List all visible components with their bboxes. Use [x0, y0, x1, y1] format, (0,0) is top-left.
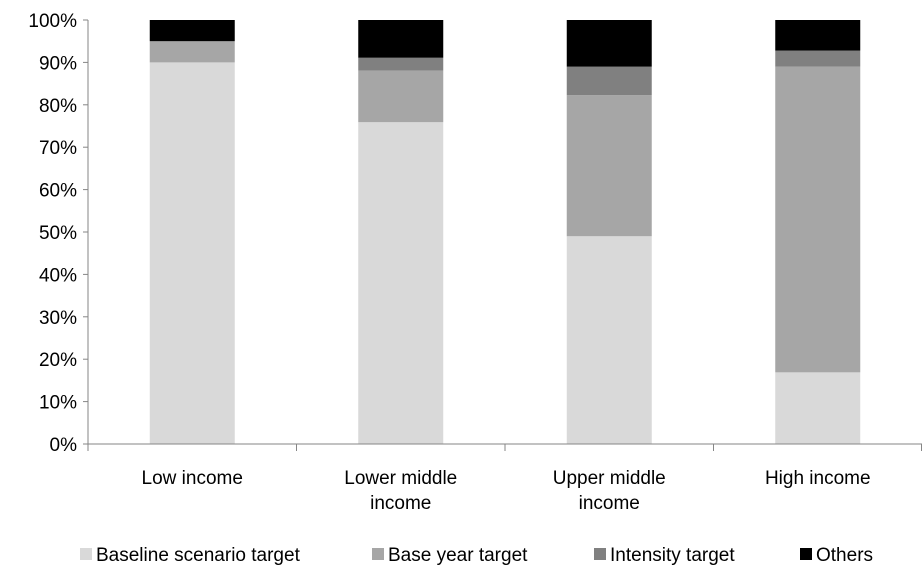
legend-item-baseline-scenario-target: Baseline scenario target [80, 545, 301, 566]
legend-item-others: Others [800, 545, 873, 566]
x-axis [87, 443, 922, 451]
y-tick-label: 40% [39, 265, 77, 286]
y-tick-label: 10% [39, 393, 77, 414]
x-category-label-line: Upper middle [553, 468, 666, 489]
legend-item-intensity-target: Intensity target [594, 545, 735, 566]
legend-swatch [372, 548, 384, 560]
x-category-label: Upper middle income [553, 468, 666, 514]
x-category-label: Lower middle income [344, 468, 457, 514]
x-category-label: High income [765, 468, 871, 489]
y-tick-label: 60% [39, 181, 77, 202]
bar-segment-intensity-target-lower-middle-income [358, 57, 444, 71]
bar-segment-base-year-target-lower-middle-income [358, 70, 444, 123]
bar-segment-base-year-target-upper-middle-income [566, 95, 652, 237]
legend-swatch [800, 548, 812, 560]
legend-item-base-year-target: Base year target [372, 545, 528, 566]
y-tick-label: 50% [39, 223, 77, 244]
legend-swatch [80, 548, 92, 560]
bar-segment-baseline-scenario-target-upper-middle-income [566, 236, 652, 444]
y-tick-label: 0% [50, 435, 78, 456]
bar-segment-others-upper-middle-income [566, 20, 652, 67]
legend-label: Base year target [388, 545, 528, 566]
bar-segment-baseline-scenario-target-lower-middle-income [358, 122, 444, 445]
y-tick-label: 80% [39, 96, 77, 117]
y-tick-label: 70% [39, 138, 77, 159]
x-category-label: Low income [142, 468, 243, 489]
x-category-label-line: income [370, 493, 431, 514]
legend-label: Baseline scenario target [96, 545, 301, 566]
bar-segment-baseline-scenario-target-high-income [775, 372, 861, 444]
bar-segment-intensity-target-upper-middle-income [566, 66, 652, 96]
x-category-label-line: Lower middle [344, 468, 457, 489]
x-category-label-line: income [579, 493, 640, 514]
legend-label: Others [816, 545, 873, 566]
y-axis [83, 19, 89, 445]
bar-segment-others-lower-middle-income [358, 20, 444, 58]
y-tick-label: 90% [39, 53, 77, 74]
legend-swatch [594, 548, 606, 560]
y-tick-label: 20% [39, 350, 77, 371]
x-category-label-line: Low income [142, 468, 243, 489]
bar-segment-base-year-target-high-income [775, 66, 861, 373]
x-category-label-line: High income [765, 468, 871, 489]
y-axis-tick-labels: 0% 10% 20% 30% 40% 50% 60% 70% 80% 90% 100% [28, 11, 77, 456]
bar-segment-others-high-income [775, 20, 861, 51]
bar-segment-intensity-target-high-income [775, 50, 861, 67]
legend: Baseline scenario target Base year target… [80, 545, 873, 566]
bars [149, 20, 861, 445]
y-tick-label: 100% [28, 11, 77, 32]
bar-segment-others-low-income [149, 20, 235, 42]
legend-label: Intensity target [610, 545, 735, 566]
bar-segment-base-year-target-low-income [149, 41, 235, 63]
y-tick-label: 30% [39, 308, 77, 329]
bar-segment-baseline-scenario-target-low-income [149, 62, 235, 445]
